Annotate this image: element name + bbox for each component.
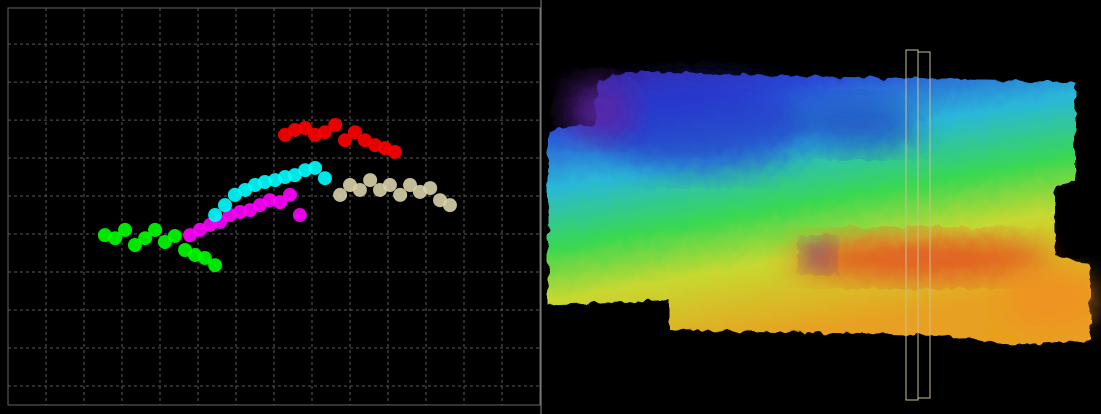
- point: [283, 188, 297, 202]
- pit: [804, 241, 832, 269]
- point: [168, 229, 182, 243]
- point: [388, 145, 402, 159]
- point: [293, 208, 307, 222]
- point: [423, 181, 437, 195]
- shallow-area: [1005, 270, 1095, 330]
- point: [383, 178, 397, 192]
- deep-area: [565, 80, 635, 140]
- point: [353, 183, 367, 197]
- viewer: [0, 0, 1101, 414]
- point: [208, 208, 222, 222]
- point: [333, 188, 347, 202]
- point: [443, 198, 457, 212]
- point: [118, 223, 132, 237]
- deep-area: [800, 100, 920, 150]
- point: [208, 258, 222, 272]
- point: [218, 198, 232, 212]
- point: [328, 118, 342, 132]
- point: [308, 161, 322, 175]
- bathymetry-view: [548, 72, 1095, 345]
- point: [363, 173, 377, 187]
- point: [148, 223, 162, 237]
- point: [318, 171, 332, 185]
- screen: {"chart_data": {"type": "scatter", "xlim…: [0, 0, 1101, 414]
- point: [393, 188, 407, 202]
